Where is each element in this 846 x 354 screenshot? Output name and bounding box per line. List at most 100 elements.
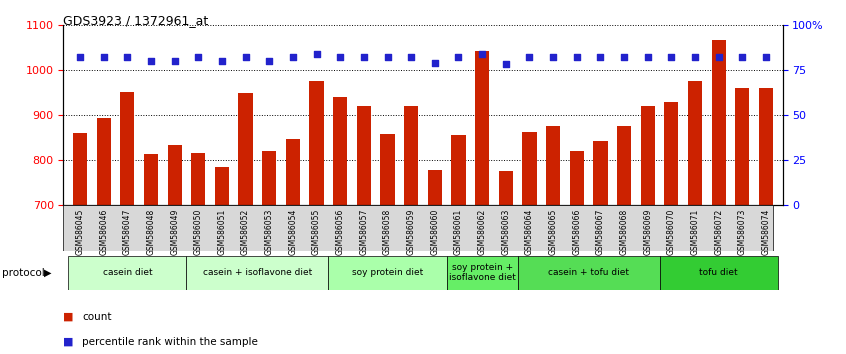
Point — [381, 55, 394, 60]
Point — [547, 55, 560, 60]
Text: casein diet: casein diet — [102, 268, 152, 277]
Text: GSM586066: GSM586066 — [572, 209, 581, 255]
Text: GSM586065: GSM586065 — [548, 209, 558, 255]
Text: GSM586049: GSM586049 — [170, 209, 179, 255]
Point — [74, 55, 87, 60]
Bar — [640, 105, 655, 205]
Text: GSM586061: GSM586061 — [454, 209, 463, 255]
Text: GSM586064: GSM586064 — [525, 209, 534, 255]
Point — [239, 55, 252, 60]
Text: GSM586071: GSM586071 — [690, 209, 700, 255]
Point — [144, 58, 157, 64]
Text: GSM586047: GSM586047 — [123, 209, 132, 255]
Text: GSM586074: GSM586074 — [761, 209, 771, 255]
Text: GSM586048: GSM586048 — [146, 209, 156, 255]
Bar — [333, 97, 348, 205]
Text: GSM586054: GSM586054 — [288, 209, 298, 255]
Bar — [569, 151, 584, 205]
Bar — [168, 145, 182, 205]
Text: GSM586045: GSM586045 — [75, 209, 85, 255]
Bar — [69, 256, 186, 290]
Text: GSM586051: GSM586051 — [217, 209, 227, 255]
Text: GSM586072: GSM586072 — [714, 209, 723, 255]
Text: casein + isoflavone diet: casein + isoflavone diet — [203, 268, 312, 277]
Text: GSM586073: GSM586073 — [738, 209, 747, 255]
Bar — [593, 141, 607, 205]
Text: GSM586053: GSM586053 — [265, 209, 274, 255]
Text: GSM586057: GSM586057 — [360, 209, 368, 255]
Bar — [381, 135, 394, 205]
Point — [333, 55, 347, 60]
Text: GSM586059: GSM586059 — [407, 209, 415, 255]
Point — [523, 55, 536, 60]
Point — [357, 55, 371, 60]
Text: ■: ■ — [63, 312, 74, 322]
Text: GSM586070: GSM586070 — [667, 209, 676, 255]
Point — [570, 55, 584, 60]
Bar — [215, 167, 229, 205]
Point — [712, 55, 726, 60]
Point — [499, 62, 513, 67]
Point — [120, 55, 134, 60]
Point — [404, 55, 418, 60]
Text: GSM586069: GSM586069 — [643, 209, 652, 255]
Bar — [357, 106, 371, 205]
Text: tofu diet: tofu diet — [700, 268, 738, 277]
Bar — [475, 51, 489, 205]
Bar — [617, 126, 631, 205]
Point — [759, 55, 772, 60]
Point — [310, 51, 323, 57]
Bar — [735, 88, 750, 205]
Bar — [144, 154, 158, 205]
Point — [475, 51, 489, 57]
Text: GSM586050: GSM586050 — [194, 209, 203, 255]
Text: GSM586062: GSM586062 — [478, 209, 486, 255]
Point — [262, 58, 276, 64]
Bar — [310, 81, 324, 205]
Point — [428, 60, 442, 65]
Bar — [191, 153, 206, 205]
Bar — [73, 133, 87, 205]
Bar — [428, 170, 442, 205]
Text: GSM586058: GSM586058 — [383, 209, 392, 255]
Bar — [328, 256, 447, 290]
Point — [286, 55, 299, 60]
Text: soy protein diet: soy protein diet — [352, 268, 423, 277]
Text: GSM586056: GSM586056 — [336, 209, 344, 255]
Point — [215, 58, 228, 64]
Text: GSM586055: GSM586055 — [312, 209, 321, 255]
Point — [594, 55, 607, 60]
Point — [97, 55, 111, 60]
Bar — [711, 40, 726, 205]
Text: GSM586046: GSM586046 — [99, 209, 108, 255]
Bar — [688, 81, 702, 205]
Bar — [759, 88, 773, 205]
Text: ▶: ▶ — [44, 268, 52, 278]
Point — [641, 55, 655, 60]
Bar — [452, 135, 465, 205]
Point — [168, 58, 181, 64]
Text: casein + tofu diet: casein + tofu diet — [548, 268, 629, 277]
Point — [452, 55, 465, 60]
Bar — [660, 256, 777, 290]
Bar — [286, 138, 300, 205]
Bar — [518, 256, 660, 290]
Bar — [262, 151, 277, 205]
Bar — [120, 92, 135, 205]
Text: GSM586060: GSM586060 — [431, 209, 439, 255]
Bar — [404, 105, 418, 205]
Point — [191, 55, 205, 60]
Text: GSM586052: GSM586052 — [241, 209, 250, 255]
Text: GDS3923 / 1372961_at: GDS3923 / 1372961_at — [63, 14, 209, 27]
Bar — [239, 93, 253, 205]
Bar — [498, 171, 513, 205]
Bar — [96, 118, 111, 205]
Bar — [522, 132, 536, 205]
Text: protocol: protocol — [2, 268, 45, 278]
Bar — [664, 102, 678, 205]
Bar — [447, 256, 518, 290]
Text: count: count — [82, 312, 112, 322]
Text: GSM586068: GSM586068 — [619, 209, 629, 255]
Point — [735, 55, 749, 60]
Text: percentile rank within the sample: percentile rank within the sample — [82, 337, 258, 347]
